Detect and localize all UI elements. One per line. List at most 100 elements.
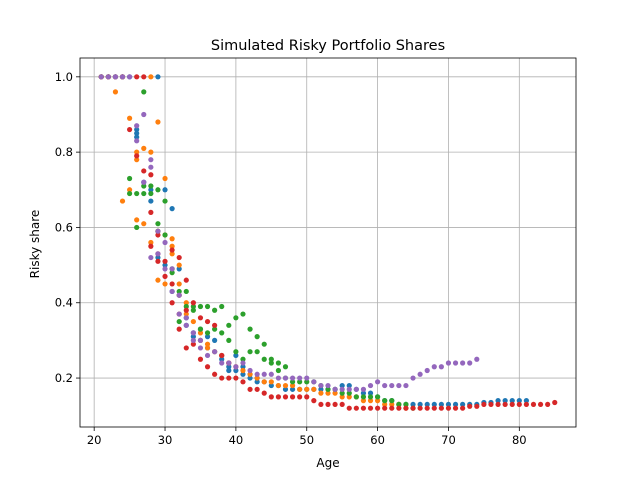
data-point	[367, 390, 374, 396]
data-point	[452, 360, 459, 366]
x-tick-label: 70	[441, 433, 456, 447]
data-point	[127, 115, 133, 121]
series-3	[98, 74, 416, 411]
data-point	[169, 288, 175, 295]
data-point	[424, 405, 430, 411]
data-point	[346, 394, 352, 400]
data-point	[190, 337, 196, 343]
data-point	[360, 394, 367, 400]
x-axis-label: Age	[316, 456, 339, 470]
data-point	[389, 382, 395, 389]
data-point	[367, 382, 374, 389]
data-point	[417, 401, 423, 408]
data-point	[169, 243, 175, 249]
data-point	[155, 187, 161, 193]
data-point	[105, 74, 111, 80]
data-point	[219, 303, 225, 310]
series-5	[98, 74, 480, 392]
data-point	[183, 345, 189, 351]
data-point	[339, 401, 345, 408]
data-point	[162, 281, 168, 287]
data-point	[417, 405, 423, 411]
data-point	[219, 356, 225, 362]
data-point	[226, 360, 232, 366]
data-point	[212, 326, 218, 332]
data-point	[162, 258, 168, 264]
data-point	[289, 379, 296, 385]
series-2	[98, 74, 409, 411]
data-point	[127, 175, 133, 182]
chart-title: Simulated Risky Portfolio Shares	[211, 38, 445, 54]
data-point	[155, 119, 161, 125]
x-tick-label: 40	[229, 433, 244, 447]
data-point	[375, 394, 381, 400]
data-point	[169, 281, 175, 287]
data-point	[268, 382, 274, 389]
data-point	[169, 251, 175, 257]
data-point	[233, 367, 239, 374]
data-point	[495, 401, 501, 408]
data-point	[375, 398, 381, 404]
data-point	[183, 277, 189, 283]
data-point	[169, 270, 175, 276]
data-point	[190, 300, 196, 306]
data-point	[247, 375, 253, 381]
data-point	[304, 379, 310, 385]
data-point	[254, 371, 260, 377]
data-point	[325, 386, 331, 392]
data-point	[552, 399, 558, 406]
axis-ticks: 20 30 40 50 60 70 80 0.2 0.4 0.6 0.8 1.0	[55, 70, 527, 447]
data-point	[162, 239, 168, 246]
data-point	[183, 307, 189, 313]
data-point	[204, 341, 211, 347]
data-point	[134, 138, 140, 144]
data-point	[169, 266, 175, 272]
data-point	[311, 386, 317, 392]
data-point	[169, 236, 175, 242]
data-point	[318, 401, 324, 408]
data-point	[197, 330, 204, 336]
y-tick-label: 0.8	[55, 145, 73, 159]
data-point	[332, 386, 338, 392]
data-point	[282, 386, 289, 392]
data-point	[219, 375, 225, 381]
data-point	[424, 367, 430, 374]
data-point	[318, 386, 324, 392]
data-point	[183, 315, 189, 321]
data-point	[219, 360, 225, 366]
data-point	[190, 334, 196, 340]
data-point	[445, 405, 452, 411]
data-point	[148, 157, 154, 163]
data-point	[240, 311, 246, 317]
data-point	[155, 258, 161, 264]
data-point	[190, 330, 196, 336]
data-point	[190, 303, 196, 310]
y-axis-label: Risky share	[28, 210, 42, 279]
data-point	[460, 405, 466, 411]
data-point	[148, 164, 154, 170]
data-point	[190, 307, 196, 313]
x-tick-label: 20	[87, 433, 102, 447]
data-point	[502, 398, 508, 404]
data-point	[176, 288, 182, 295]
data-point	[127, 190, 133, 197]
data-point	[134, 224, 140, 231]
data-point	[204, 334, 211, 340]
data-point	[452, 401, 459, 408]
data-point	[275, 360, 281, 366]
data-point	[247, 349, 253, 355]
data-point	[474, 356, 480, 362]
plot-frame	[79, 57, 577, 428]
data-point	[219, 352, 225, 359]
data-point	[360, 405, 367, 411]
data-point	[134, 149, 140, 155]
data-point	[339, 382, 345, 389]
data-point	[311, 379, 317, 385]
data-point	[261, 390, 267, 396]
data-point	[233, 349, 239, 355]
data-point	[353, 394, 359, 400]
data-point	[134, 130, 140, 136]
data-point	[226, 322, 232, 328]
data-point	[417, 371, 423, 377]
data-point	[112, 74, 119, 80]
